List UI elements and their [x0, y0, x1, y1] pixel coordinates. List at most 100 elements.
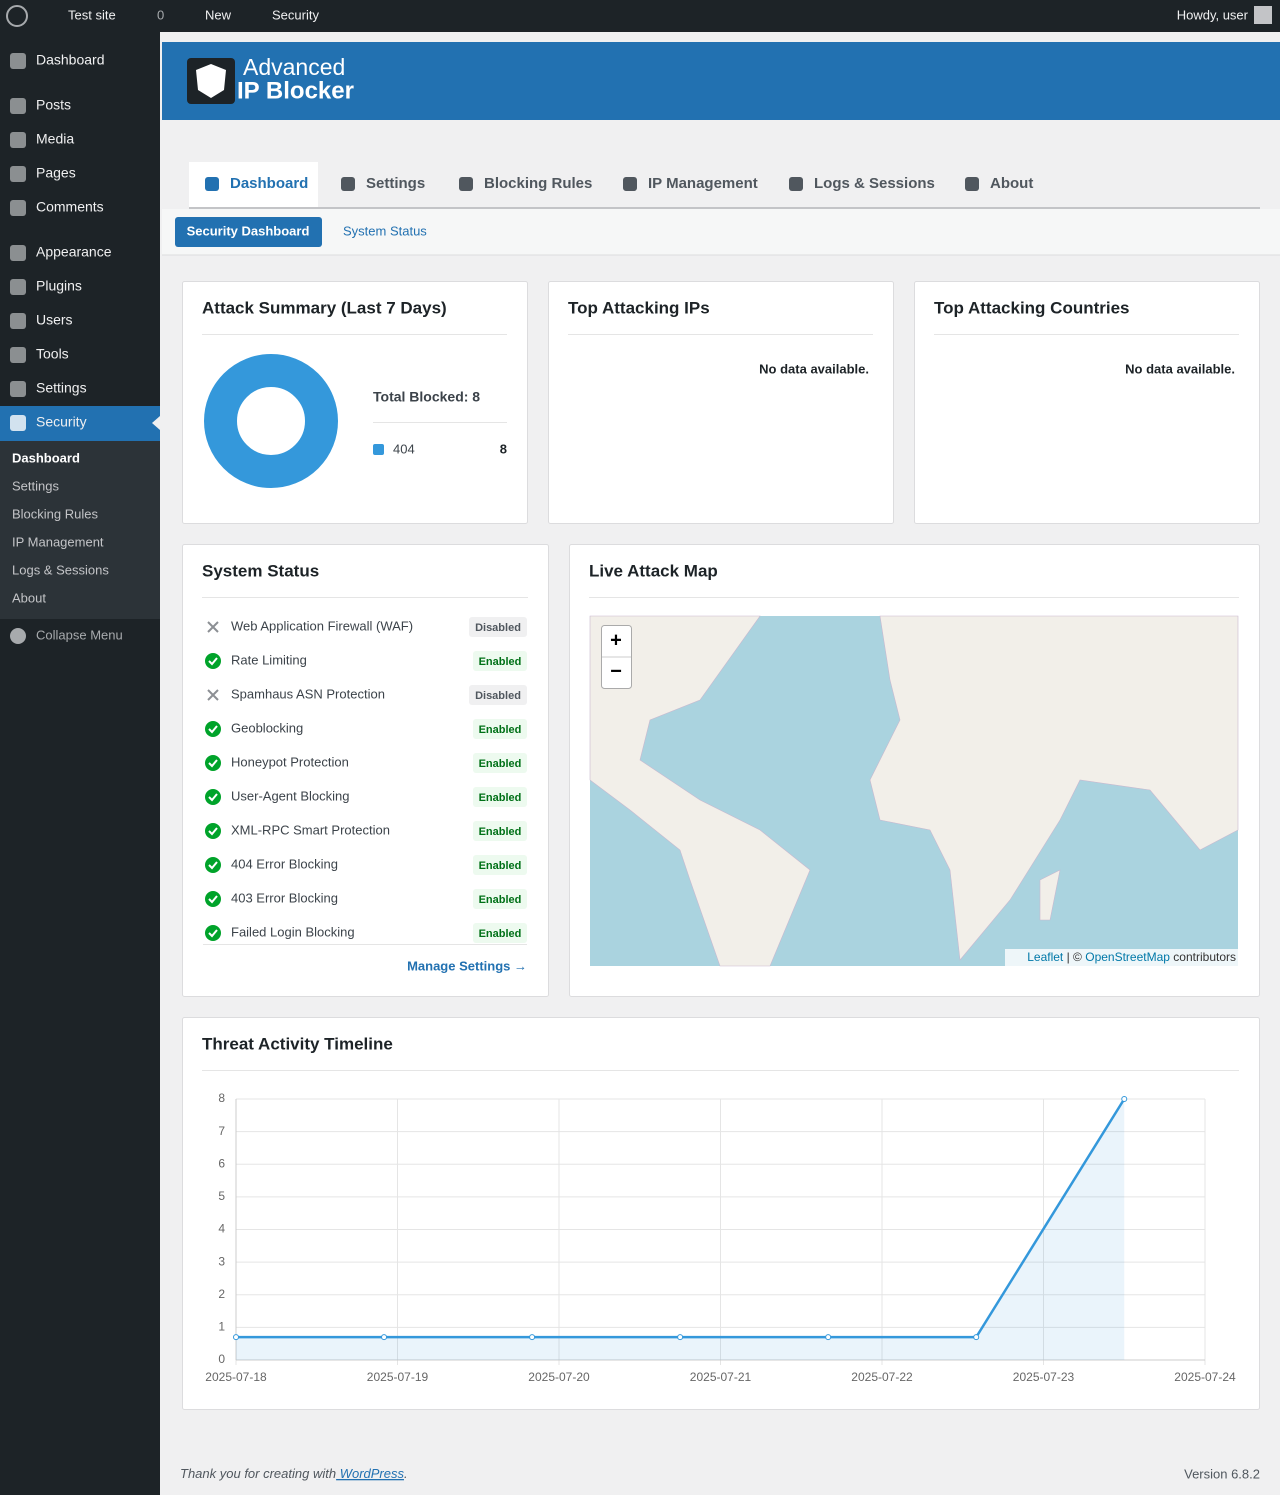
- menu-item[interactable]: Pages: [36, 165, 76, 181]
- menu-icon: [10, 200, 26, 216]
- submenu-item[interactable]: Settings: [12, 478, 59, 493]
- manage-settings-link[interactable]: Manage Settings →: [407, 958, 527, 973]
- tab[interactable]: Blocking Rules: [484, 175, 592, 192]
- collapse-icon: [10, 628, 26, 644]
- submenu-item[interactable]: IP Management: [12, 534, 104, 549]
- menu-item[interactable]: Settings: [36, 380, 87, 396]
- tab[interactable]: Settings: [366, 175, 425, 192]
- submenu-item[interactable]: Logs & Sessions: [12, 562, 109, 577]
- menu-item[interactable]: Appearance: [36, 244, 112, 260]
- card-title: Live Attack Map: [589, 561, 718, 580]
- avatar[interactable]: [1254, 6, 1272, 24]
- menu-item[interactable]: Tools: [36, 346, 69, 362]
- point: [974, 1335, 979, 1340]
- footer-text: .: [404, 1466, 408, 1481]
- status-label: Rate Limiting: [231, 652, 307, 667]
- tab[interactable]: Dashboard: [230, 175, 308, 192]
- logo-text: IP Blocker: [237, 77, 354, 104]
- card: [549, 282, 894, 524]
- y-tick-label: 3: [218, 1254, 225, 1268]
- tab-icon: [623, 177, 637, 191]
- point: [1122, 1097, 1127, 1102]
- point: [530, 1335, 535, 1340]
- status-label: Failed Login Blocking: [231, 924, 355, 939]
- menu-icon: [10, 279, 26, 295]
- zoom-out[interactable]: −: [610, 660, 622, 682]
- attribution-part[interactable]: OpenStreetMap: [1082, 950, 1170, 964]
- status-label: XML-RPC Smart Protection: [231, 822, 390, 837]
- menu-item[interactable]: Comments: [36, 199, 104, 215]
- total-blocked: Total Blocked: 8: [373, 389, 480, 405]
- point: [826, 1335, 831, 1340]
- menu-icon: [10, 166, 26, 182]
- y-tick-label: 7: [218, 1124, 225, 1138]
- y-tick-label: 1: [218, 1320, 225, 1334]
- y-tick-label: 2: [218, 1287, 225, 1301]
- footer-thanks: Thank you for creating with WordPress.: [180, 1466, 408, 1481]
- menu-icon: [10, 245, 26, 261]
- menu-item[interactable]: Security: [36, 414, 87, 430]
- x-tick-label: 2025-07-19: [367, 1370, 429, 1384]
- tab-icon: [965, 177, 979, 191]
- card-title: Threat Activity Timeline: [202, 1034, 393, 1053]
- y-tick-label: 4: [218, 1222, 225, 1236]
- menu-item[interactable]: Posts: [36, 97, 71, 113]
- tab-icon: [205, 177, 219, 191]
- status-text: Enabled: [479, 826, 522, 838]
- y-tick-label: 8: [218, 1091, 225, 1105]
- menu-item[interactable]: Users: [36, 312, 73, 328]
- status-label: User-Agent Blocking: [231, 788, 350, 803]
- status-icon: [205, 891, 221, 907]
- tab-icon: [789, 177, 803, 191]
- security-link[interactable]: Security: [272, 7, 319, 22]
- status-icon: [205, 721, 221, 737]
- attribution: Leaflet | © OpenStreetMap contributors: [1027, 950, 1236, 964]
- submenu-item[interactable]: Dashboard: [12, 450, 80, 465]
- menu-icon: [10, 415, 26, 431]
- empty-message: No data available.: [759, 361, 869, 376]
- status-text: Enabled: [479, 724, 522, 736]
- subtab[interactable]: Security Dashboard: [187, 223, 310, 238]
- status-text: Enabled: [479, 758, 522, 770]
- x-tick-label: 2025-07-20: [528, 1370, 590, 1384]
- submenu-item[interactable]: Blocking Rules: [12, 506, 98, 521]
- y-tick-label: 6: [218, 1156, 225, 1170]
- status-label: 404 Error Blocking: [231, 856, 338, 871]
- collapse-menu[interactable]: Collapse Menu: [36, 627, 123, 642]
- x-tick-label: 2025-07-24: [1174, 1370, 1236, 1384]
- x-tick-label: 2025-07-21: [690, 1370, 752, 1384]
- tab[interactable]: About: [990, 175, 1033, 192]
- status-icon: [205, 857, 221, 873]
- legend-value: 8: [500, 441, 507, 456]
- footer-link[interactable]: WordPress: [336, 1466, 404, 1481]
- menu-item[interactable]: Plugins: [36, 278, 82, 294]
- comment-count[interactable]: 0: [157, 7, 164, 22]
- logo-text: Advanced: [243, 54, 345, 80]
- status-label: Web Application Firewall (WAF): [231, 618, 413, 633]
- card-title: Top Attacking Countries: [934, 298, 1130, 317]
- status-text: Enabled: [479, 928, 522, 940]
- footer-text: Thank you for creating with: [180, 1466, 336, 1481]
- new-link[interactable]: New: [205, 7, 232, 22]
- site-link[interactable]: Test site: [68, 7, 116, 22]
- submenu-item[interactable]: About: [12, 590, 46, 605]
- card: [915, 282, 1260, 524]
- attribution-part: | ©: [1063, 950, 1082, 964]
- tab[interactable]: IP Management: [648, 175, 758, 192]
- x-tick-label: 2025-07-18: [205, 1370, 267, 1384]
- attribution-part[interactable]: Leaflet: [1027, 950, 1064, 964]
- subtab[interactable]: System Status: [343, 223, 427, 238]
- tab[interactable]: Logs & Sessions: [814, 175, 935, 192]
- howdy[interactable]: Howdy, user: [1177, 7, 1249, 22]
- menu-item[interactable]: Media: [36, 131, 74, 147]
- menu-icon: [10, 381, 26, 397]
- status-label: Spamhaus ASN Protection: [231, 686, 385, 701]
- admin-bar: [0, 0, 1280, 32]
- zoom-in[interactable]: +: [610, 629, 622, 651]
- version: Version 6.8.2: [1184, 1466, 1260, 1481]
- status-icon: [205, 789, 221, 805]
- subtab-bar: [162, 209, 1280, 255]
- menu-icon: [10, 98, 26, 114]
- menu-item[interactable]: Dashboard: [36, 52, 105, 68]
